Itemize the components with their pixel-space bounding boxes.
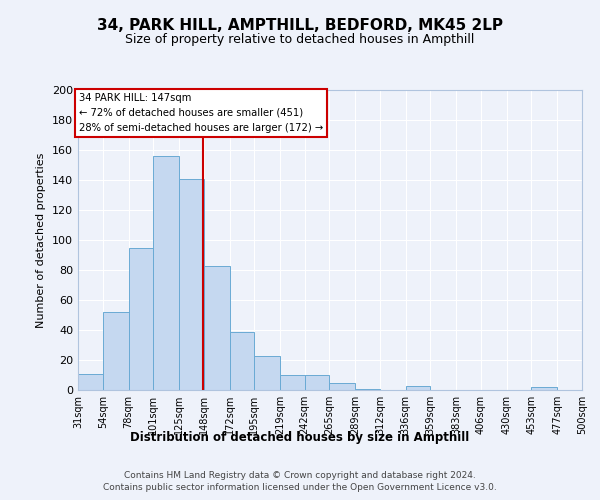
Bar bbox=[254, 356, 280, 390]
Text: Contains HM Land Registry data © Crown copyright and database right 2024.: Contains HM Land Registry data © Crown c… bbox=[124, 472, 476, 480]
Bar bbox=[230, 332, 254, 390]
Bar bbox=[153, 156, 179, 390]
Bar bbox=[179, 178, 204, 390]
Text: Distribution of detached houses by size in Ampthill: Distribution of detached houses by size … bbox=[130, 431, 470, 444]
Bar bbox=[532, 387, 557, 390]
Text: 34, PARK HILL, AMPTHILL, BEDFORD, MK45 2LP: 34, PARK HILL, AMPTHILL, BEDFORD, MK45 2… bbox=[97, 18, 503, 32]
Y-axis label: Number of detached properties: Number of detached properties bbox=[37, 152, 46, 328]
Text: Size of property relative to detached houses in Ampthill: Size of property relative to detached ho… bbox=[125, 32, 475, 46]
Bar bbox=[128, 248, 153, 390]
Bar bbox=[355, 388, 380, 390]
Bar bbox=[280, 375, 305, 390]
Bar bbox=[78, 374, 103, 390]
Bar bbox=[329, 382, 355, 390]
Bar bbox=[406, 386, 430, 390]
Text: Contains public sector information licensed under the Open Government Licence v3: Contains public sector information licen… bbox=[103, 483, 497, 492]
Text: 34 PARK HILL: 147sqm
← 72% of detached houses are smaller (451)
28% of semi-deta: 34 PARK HILL: 147sqm ← 72% of detached h… bbox=[79, 93, 323, 132]
Bar bbox=[204, 266, 230, 390]
Bar bbox=[305, 375, 329, 390]
Bar bbox=[103, 312, 128, 390]
